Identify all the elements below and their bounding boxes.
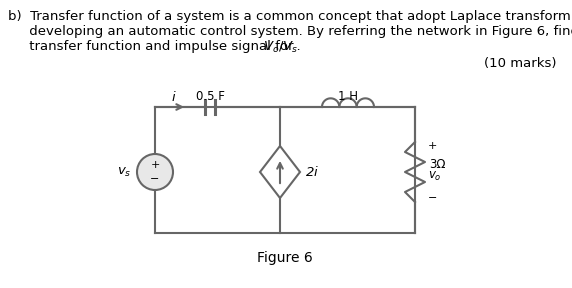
Text: 2$i$: 2$i$ [305, 165, 319, 179]
Text: transfer function and impulse signal for: transfer function and impulse signal for [8, 40, 298, 53]
Text: $V_o/V_s$.: $V_o/V_s$. [263, 40, 301, 55]
Text: $v_s$: $v_s$ [117, 165, 131, 179]
Text: (10 marks): (10 marks) [483, 57, 556, 70]
Text: developing an automatic control system. By referring the network in Figure 6, fi: developing an automatic control system. … [8, 25, 572, 38]
Text: 1 H: 1 H [338, 90, 358, 103]
Polygon shape [260, 146, 300, 198]
Text: $v_o$: $v_o$ [428, 169, 442, 183]
Circle shape [137, 154, 173, 190]
Text: +: + [150, 160, 160, 170]
Text: 0.5 F: 0.5 F [196, 90, 225, 103]
Text: +: + [428, 141, 438, 151]
Text: $i$: $i$ [171, 90, 177, 104]
Text: 3Ω: 3Ω [429, 158, 446, 170]
Text: Figure 6: Figure 6 [257, 251, 313, 265]
Text: b)  Transfer function of a system is a common concept that adopt Laplace transfo: b) Transfer function of a system is a co… [8, 10, 572, 23]
Text: −: − [150, 174, 160, 184]
Text: −: − [428, 193, 438, 203]
